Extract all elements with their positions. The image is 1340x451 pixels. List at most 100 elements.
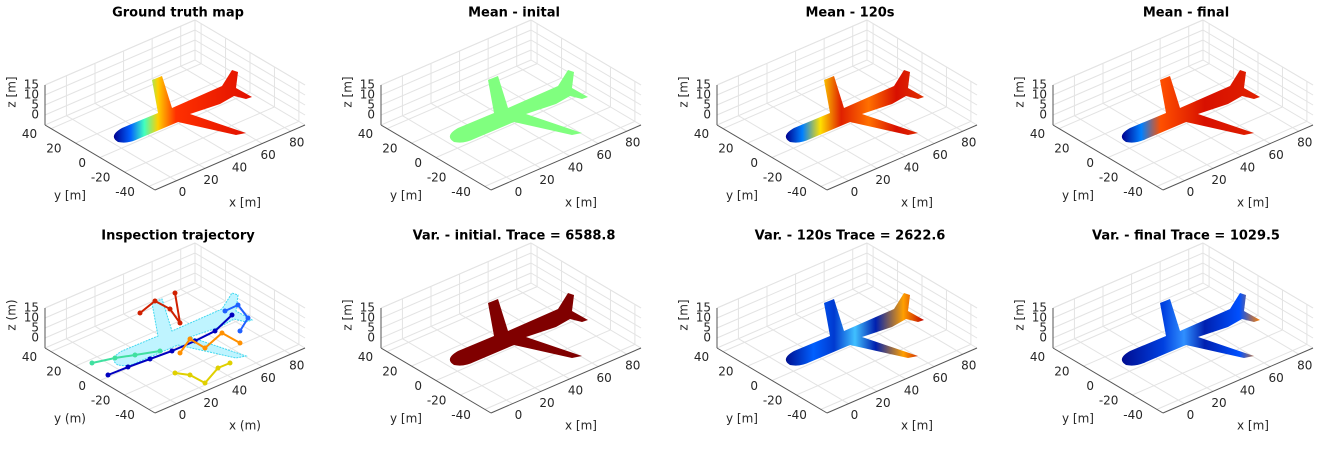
grid-line (148, 120, 300, 187)
grid-line (1083, 77, 1234, 144)
trajectory (91, 350, 161, 364)
y-tick-label: 40 (694, 127, 709, 141)
grid-line (435, 315, 587, 381)
grid-line (44, 39, 196, 106)
trajectory-point (215, 365, 221, 371)
grid-line (796, 106, 947, 173)
grid-line (1052, 49, 1204, 116)
grid-line (411, 300, 562, 367)
grid-line (1202, 272, 1314, 339)
grid-line (44, 242, 196, 309)
grid-line (530, 39, 642, 106)
airplane-surface (785, 70, 924, 143)
grid-line (866, 242, 978, 309)
y-tick-label: 0 (414, 379, 422, 393)
trajectory (174, 362, 231, 385)
grid-line (1202, 39, 1314, 106)
grid-line (1052, 29, 1204, 96)
z-tick-label: 5 (31, 321, 39, 335)
airplane-surface (113, 70, 252, 143)
grid-line (1052, 242, 1204, 309)
x-axis (1162, 124, 1314, 191)
z-tick-label: 15 (696, 78, 711, 92)
z-tick-label: 5 (367, 321, 375, 335)
y-axis (1052, 124, 1164, 191)
grid-line (1083, 300, 1234, 367)
box-edge (1052, 282, 1204, 349)
trajectory-point (202, 380, 208, 386)
x-tick-label: 20 (203, 173, 218, 187)
grid-line (716, 19, 868, 86)
airplane-surface (1121, 293, 1260, 366)
chart-title: Mean - inital (468, 6, 560, 21)
y-tick-label: -20 (763, 393, 783, 407)
y-tick-label: -20 (763, 170, 783, 184)
grid-line (50, 63, 202, 130)
grid-line (44, 49, 196, 116)
grid-line (148, 343, 300, 410)
grid-line (866, 19, 978, 86)
x-tick-label: 40 (1240, 383, 1255, 397)
grid-line (194, 19, 306, 86)
z-tick-label: 0 (1039, 108, 1047, 122)
x-axis-label: x [m] (1237, 196, 1269, 210)
z-tick-label: 0 (1039, 331, 1047, 345)
grid-line (380, 19, 532, 86)
x-axis-label: x [m] (901, 419, 933, 433)
grid-line (194, 252, 306, 319)
trajectory-point (152, 298, 158, 304)
x-axis (154, 124, 306, 191)
grid-line (866, 252, 978, 319)
y-tick-label: 0 (750, 379, 758, 393)
y-tick-label: 40 (22, 350, 37, 364)
x-tick-label: 0 (851, 408, 859, 422)
y-tick-label: -20 (1099, 393, 1119, 407)
grid-line (716, 29, 868, 96)
grid-line (44, 19, 196, 86)
trajectory-point (237, 340, 243, 346)
x-tick-label: 0 (179, 185, 187, 199)
trajectory-point (147, 356, 153, 362)
trajectory-point (125, 364, 131, 370)
grid-line (380, 252, 532, 319)
z-tick-label: 10 (24, 311, 39, 325)
grid-line (716, 39, 868, 106)
z-tick-label: 15 (24, 301, 39, 315)
grid-line (530, 49, 642, 116)
grid-line (530, 272, 642, 339)
y-tick-label: 20 (718, 142, 733, 156)
x-axis-label: x [m] (901, 196, 933, 210)
y-tick-label: -40 (787, 408, 807, 422)
grid-line (1052, 262, 1204, 329)
y-tick-label: 0 (1086, 156, 1094, 170)
grid-line (99, 92, 251, 158)
grid-line (530, 262, 642, 329)
z-axis-label: z [m] (1013, 299, 1027, 330)
grid-line (1156, 343, 1308, 410)
z-tick-label: 10 (696, 311, 711, 325)
z-tick-label: 0 (31, 331, 39, 345)
grid-line (124, 329, 275, 396)
z-axis-label: z (m) (5, 299, 19, 330)
x-axis (490, 124, 642, 191)
grid-line (1052, 272, 1204, 339)
z-tick-label: 5 (1039, 98, 1047, 112)
trajectory-point (89, 360, 95, 366)
airplane-surface (449, 293, 588, 366)
y-tick-label: 20 (1054, 142, 1069, 156)
x-tick-label: 60 (597, 371, 612, 385)
box-edge (380, 282, 532, 349)
box-edge (716, 59, 868, 126)
grid-line (460, 106, 611, 173)
x-tick-label: 40 (568, 383, 583, 397)
x-axis (826, 124, 978, 191)
y-tick-label: 20 (718, 365, 733, 379)
z-tick-label: 10 (360, 311, 375, 325)
grid-line (866, 272, 978, 339)
grid-line (194, 242, 306, 309)
y-tick-label: -20 (1099, 170, 1119, 184)
grid-line (722, 286, 874, 353)
y-axis-label: y (m) (54, 412, 86, 426)
x-tick-label: 40 (568, 160, 583, 174)
